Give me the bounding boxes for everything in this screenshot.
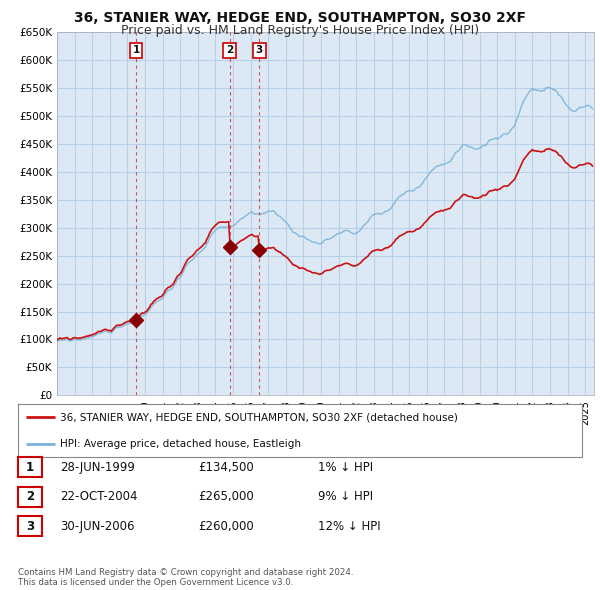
Text: 2: 2 xyxy=(226,45,233,55)
Text: £134,500: £134,500 xyxy=(198,461,254,474)
Text: 3: 3 xyxy=(26,520,34,533)
Text: 30-JUN-2006: 30-JUN-2006 xyxy=(60,520,134,533)
Text: £265,000: £265,000 xyxy=(198,490,254,503)
Text: 1% ↓ HPI: 1% ↓ HPI xyxy=(318,461,373,474)
Text: HPI: Average price, detached house, Eastleigh: HPI: Average price, detached house, East… xyxy=(60,439,301,449)
Text: 1: 1 xyxy=(133,45,140,55)
Text: Contains HM Land Registry data © Crown copyright and database right 2024.
This d: Contains HM Land Registry data © Crown c… xyxy=(18,568,353,587)
Text: 3: 3 xyxy=(256,45,263,55)
Text: 2: 2 xyxy=(26,490,34,503)
Text: 28-JUN-1999: 28-JUN-1999 xyxy=(60,461,135,474)
Text: 36, STANIER WAY, HEDGE END, SOUTHAMPTON, SO30 2XF (detached house): 36, STANIER WAY, HEDGE END, SOUTHAMPTON,… xyxy=(60,412,458,422)
Text: 36, STANIER WAY, HEDGE END, SOUTHAMPTON, SO30 2XF: 36, STANIER WAY, HEDGE END, SOUTHAMPTON,… xyxy=(74,11,526,25)
Text: 1: 1 xyxy=(26,461,34,474)
Text: 12% ↓ HPI: 12% ↓ HPI xyxy=(318,520,380,533)
Text: Price paid vs. HM Land Registry's House Price Index (HPI): Price paid vs. HM Land Registry's House … xyxy=(121,24,479,37)
Text: 22-OCT-2004: 22-OCT-2004 xyxy=(60,490,137,503)
Text: £260,000: £260,000 xyxy=(198,520,254,533)
Text: 9% ↓ HPI: 9% ↓ HPI xyxy=(318,490,373,503)
